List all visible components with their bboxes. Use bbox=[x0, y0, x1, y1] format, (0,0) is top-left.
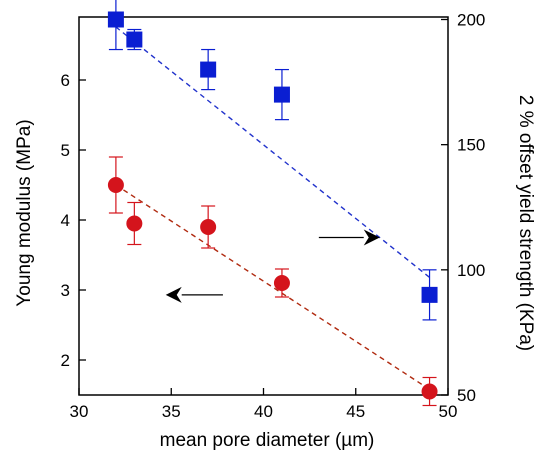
x-tick-label: 30 bbox=[70, 402, 89, 421]
data-point-circle bbox=[273, 275, 290, 291]
y-left-tick-label: 3 bbox=[61, 281, 70, 300]
y-right-tick-label: 50 bbox=[457, 386, 476, 405]
data-point-square bbox=[200, 61, 217, 78]
fit-line-square bbox=[115, 26, 430, 278]
y-left-tick-label: 4 bbox=[61, 211, 70, 230]
fit-line-circle bbox=[115, 184, 430, 390]
y-right-tick-label: 200 bbox=[457, 11, 485, 30]
data-point-circle bbox=[107, 177, 124, 193]
y-right-tick-label: 150 bbox=[457, 136, 485, 155]
y-right-tick-label: 100 bbox=[457, 261, 485, 280]
x-tick-label: 40 bbox=[254, 402, 273, 421]
data-point-square bbox=[107, 11, 124, 28]
y-axis-right-title: 2 % offset yield strength (KPa) bbox=[515, 95, 536, 351]
x-tick-label: 45 bbox=[346, 402, 365, 421]
data-point-square bbox=[126, 31, 143, 48]
marks-layer bbox=[107, 0, 438, 407]
data-point-square bbox=[421, 286, 438, 303]
y-left-tick-label: 6 bbox=[61, 71, 70, 90]
y-axis-left-title: Young modulus (MPa) bbox=[14, 119, 35, 306]
data-point-circle bbox=[200, 219, 217, 235]
arrow-head-left bbox=[165, 286, 182, 303]
data-point-circle bbox=[126, 215, 143, 232]
x-tick-label: 50 bbox=[439, 402, 458, 421]
y-left-tick-label: 2 bbox=[61, 351, 70, 370]
arrow-head-right bbox=[363, 229, 380, 246]
y-left-tick-label: 5 bbox=[61, 141, 70, 160]
data-point-circle bbox=[421, 383, 438, 400]
data-point-square bbox=[273, 86, 290, 103]
x-axis-title: mean pore diameter (µm) bbox=[160, 430, 375, 451]
x-tick-label: 35 bbox=[162, 402, 181, 421]
